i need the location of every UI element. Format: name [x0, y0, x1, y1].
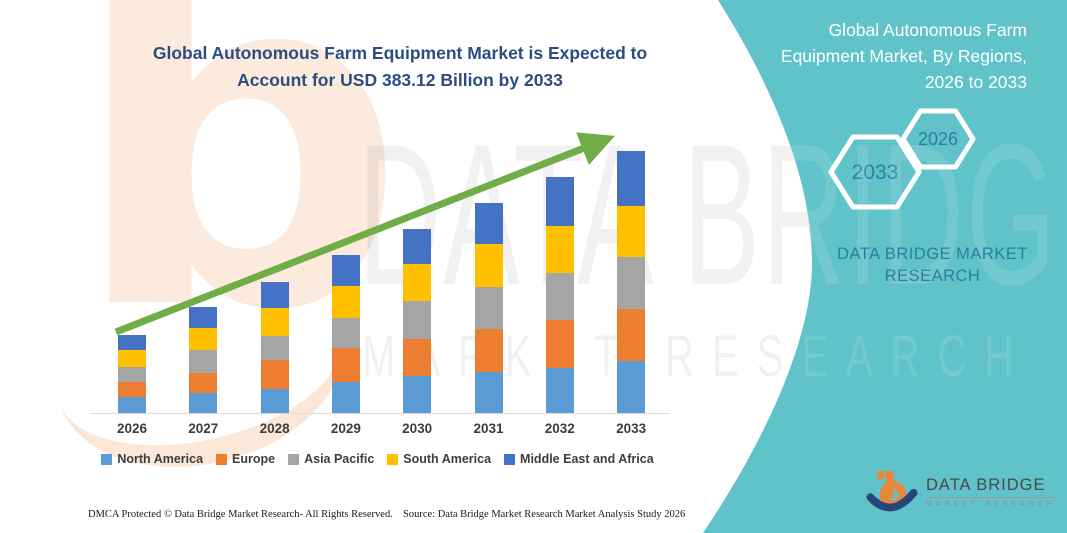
bar-segment-2027-north-america	[189, 393, 218, 413]
chart-title: Global Autonomous Farm Equipment Market …	[152, 43, 648, 91]
bar-segment-2026-south-america	[118, 350, 146, 368]
legend-label: Europe	[232, 452, 276, 466]
x-axis-label-2032: 2032	[544, 421, 575, 436]
legend-swatch-icon	[387, 453, 399, 465]
bar-2026	[118, 335, 146, 413]
footer-dmca: DMCA Protected © Data Bridge Market Rese…	[88, 509, 393, 520]
bar-segment-2030-north-america	[403, 376, 432, 413]
x-axis-label-2027: 2027	[188, 421, 219, 436]
bar-segment-2026-north-america	[118, 396, 146, 413]
hexagon-2026: 2026	[900, 108, 976, 170]
bar-segment-2033-europe	[617, 309, 646, 361]
teal-panel-shape	[703, 0, 1067, 533]
legend-swatch-icon	[101, 453, 113, 465]
x-axis-label-2028: 2028	[259, 421, 290, 436]
legend-item-europe: Europe	[216, 452, 275, 466]
bar-segment-2033-asia-pacific	[617, 257, 646, 309]
legend-item-middle-east-and-africa: Middle East and Africa	[504, 452, 654, 466]
bar-segment-2033-south-america	[617, 205, 646, 257]
bar-segment-2027-asia-pacific	[189, 350, 218, 374]
legend-item-north-america: North America	[101, 452, 203, 466]
bar-segment-2031-europe	[474, 328, 503, 372]
bar-segment-2032-north-america	[545, 367, 574, 413]
bar-segment-2026-middle-east-and-africa	[118, 335, 146, 351]
bar-2033	[617, 150, 646, 413]
legend-swatch-icon	[288, 453, 300, 465]
x-axis-label-2029: 2029	[330, 421, 361, 436]
x-axis-line	[90, 413, 670, 414]
legend: North America Europe Asia Pacific South Ame…	[55, 452, 700, 466]
sidebar-brand-text: DATA BRIDGE MARKET RESEARCH	[837, 245, 1028, 285]
legend-swatch-icon	[504, 453, 516, 465]
bar-segment-2031-north-america	[474, 372, 503, 413]
footer-source: Source: Data Bridge Market Research Mark…	[403, 509, 686, 520]
bar-segment-2033-north-america	[617, 361, 646, 413]
legend-label: South America	[403, 452, 492, 466]
bar-segment-2033-middle-east-and-africa	[617, 150, 646, 206]
legend-label: North America	[117, 452, 204, 466]
bar-segment-2028-asia-pacific	[260, 335, 289, 361]
x-axis-label-2030: 2030	[402, 421, 433, 436]
x-axis-label-2033: 2033	[616, 421, 647, 436]
legend-item-asia-pacific: Asia Pacific	[288, 452, 374, 466]
x-axis-label-2031: 2031	[473, 421, 504, 436]
legend-label: Asia Pacific	[304, 452, 375, 466]
bar-segment-2028-north-america	[260, 389, 289, 413]
legend-item-south-america: South America	[387, 452, 491, 466]
bar-segment-2026-asia-pacific	[118, 367, 146, 383]
bar-segment-2028-europe	[260, 360, 289, 390]
legend-label: Middle East and Africa	[520, 452, 654, 466]
hexagon-2033-label: 2033	[852, 161, 899, 184]
bar-segment-2029-north-america	[331, 382, 360, 413]
x-axis-label-2026: 2026	[116, 421, 148, 436]
databridge-logo-icon	[866, 471, 918, 512]
sidebar-title: Global Autonomous Farm Equipment Market,…	[780, 20, 1027, 92]
hexagon-2033: 2033	[828, 134, 922, 210]
bar-segment-2027-europe	[189, 373, 218, 394]
logo-subtext: MARKET RESEARCH	[926, 501, 1056, 508]
bar-segment-2029-europe	[331, 348, 360, 383]
bar-segment-2030-europe	[403, 339, 432, 377]
bar-segment-2026-europe	[118, 382, 146, 397]
databridge-logo: DATA BRIDGE MARKET RESEARCH	[866, 466, 1056, 518]
hexagon-2026-label: 2026	[918, 129, 958, 149]
legend-swatch-icon	[216, 453, 228, 465]
logo-name: DATA BRIDGE	[926, 476, 1056, 498]
